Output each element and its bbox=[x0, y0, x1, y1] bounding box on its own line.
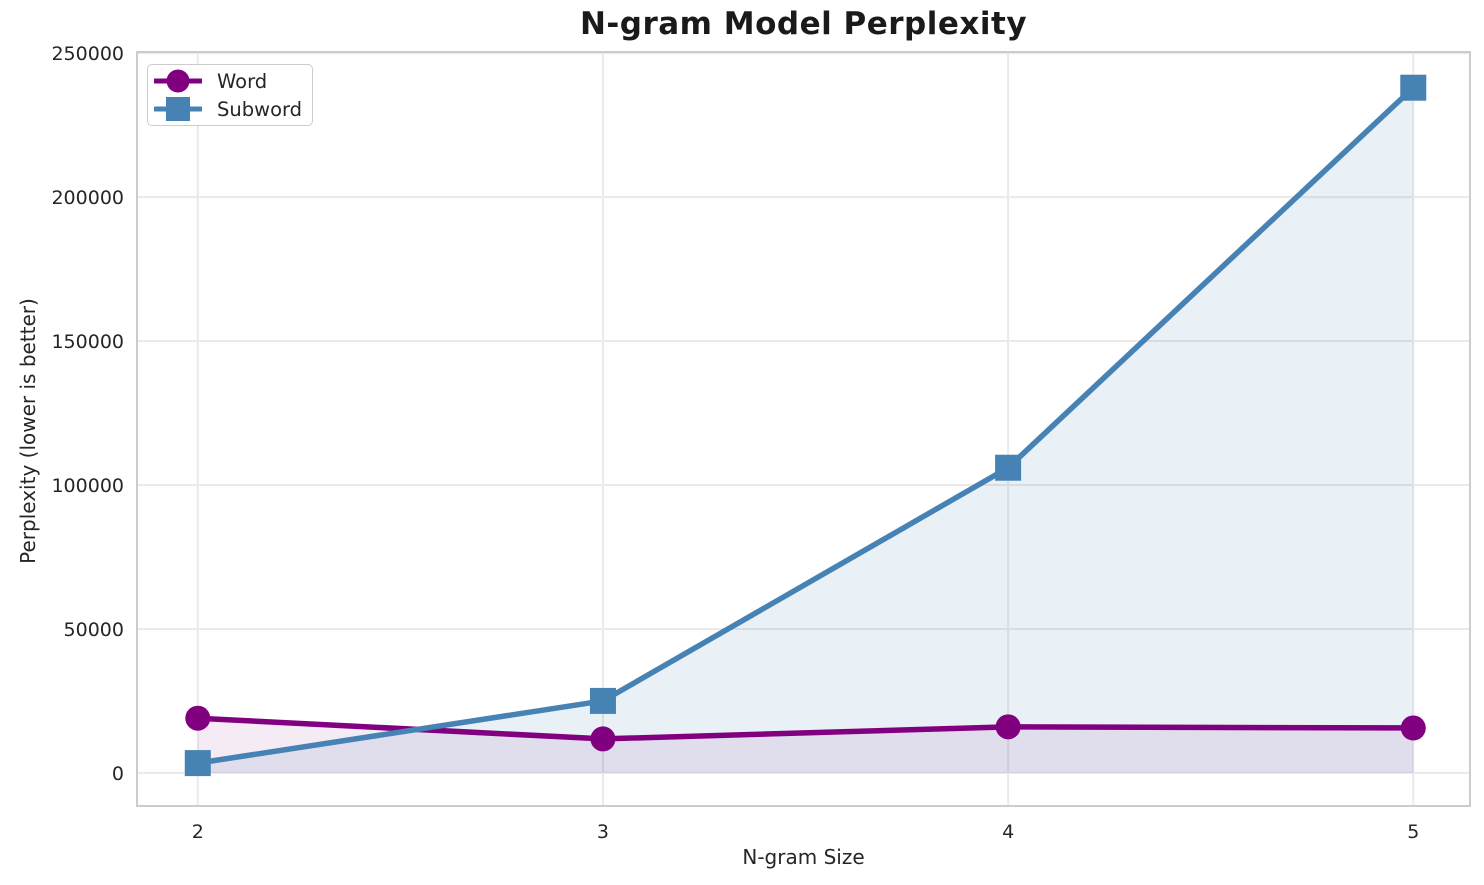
subword-line-marker-icon bbox=[154, 97, 202, 121]
x-tick-label: 2 bbox=[192, 821, 204, 843]
series-line-word bbox=[195, 715, 1417, 742]
data-point-word-3 bbox=[590, 726, 616, 752]
data-point-word-5 bbox=[1400, 715, 1426, 741]
y-tick-label: 50000 bbox=[64, 619, 124, 641]
axes-border bbox=[136, 51, 1471, 807]
data-point-subword-4 bbox=[995, 454, 1022, 481]
data-point-word-2 bbox=[185, 705, 211, 731]
data-point-word-4 bbox=[995, 714, 1021, 740]
legend-label-subword: Subword bbox=[217, 97, 303, 121]
y-tick-label: 200000 bbox=[51, 187, 124, 209]
data-point-subword-2 bbox=[184, 750, 211, 777]
legend-label-word: Word bbox=[217, 69, 268, 93]
series-area-word bbox=[197, 718, 1414, 773]
data-point-subword-5 bbox=[1400, 74, 1427, 101]
chart-title: N-gram Model Perplexity bbox=[579, 6, 1028, 42]
legend-item-word: Word bbox=[154, 67, 306, 95]
legend-item-subword: Subword bbox=[154, 95, 306, 123]
y-tick-label: 100000 bbox=[51, 475, 124, 497]
x-tick-label: 3 bbox=[597, 821, 609, 843]
x-tick-label: 5 bbox=[1407, 821, 1419, 843]
x-axis-label: N-gram Size bbox=[742, 845, 865, 869]
data-point-subword-3 bbox=[589, 687, 616, 714]
series-line-subword bbox=[195, 84, 1417, 766]
word-line-marker-icon bbox=[154, 69, 202, 93]
y-tick-label: 150000 bbox=[51, 331, 124, 353]
y-axis-label: Perplexity (lower is better) bbox=[16, 298, 40, 564]
y-tick-label: 250000 bbox=[51, 43, 124, 65]
legend: Word Subword bbox=[147, 64, 313, 126]
series-area-subword bbox=[197, 87, 1414, 773]
y-tick-label: 0 bbox=[112, 763, 124, 785]
x-tick-label: 4 bbox=[1002, 821, 1014, 843]
